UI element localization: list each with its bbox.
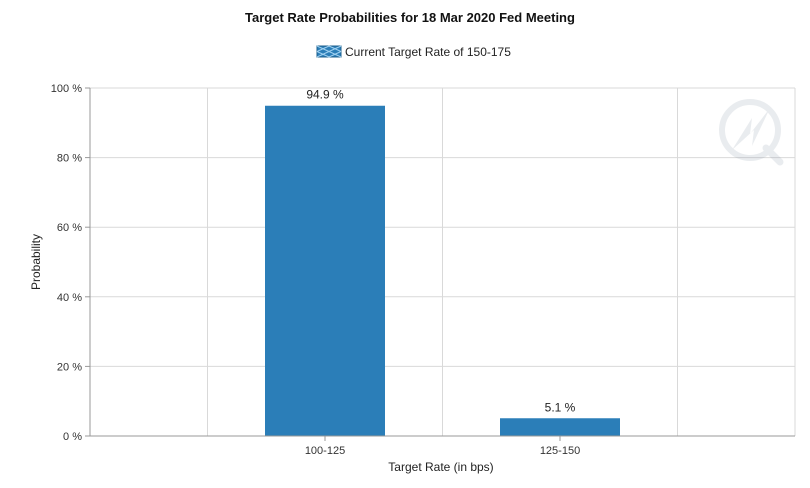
watermark-logo-icon <box>719 99 784 166</box>
y-tick-label: 0 % <box>63 431 82 443</box>
x-tick-label: 100-125 <box>305 445 345 457</box>
y-tick-label: 80 % <box>57 153 82 165</box>
bars: 94.9 % 5.1 % <box>265 88 620 437</box>
data-label: 94.9 % <box>306 88 344 102</box>
x-tick-label: 125-150 <box>540 445 580 457</box>
data-label: 5.1 % <box>545 400 576 414</box>
gridlines <box>89 87 796 437</box>
bar <box>500 418 620 436</box>
x-axis-label: Target Rate (in bps) <box>388 460 493 474</box>
y-tick-label: 20 % <box>57 361 82 373</box>
legend: Current Target Rate of 150-175 <box>316 45 511 59</box>
bar <box>265 105 385 437</box>
y-axis-label: Probability <box>29 234 43 290</box>
y-tick-label: 100 % <box>51 83 82 95</box>
y-tick-label: 60 % <box>57 222 82 234</box>
chart-title: Target Rate Probabilities for 18 Mar 202… <box>245 10 575 25</box>
legend-swatch-pattern <box>316 45 342 58</box>
ticks: 0 % 20 % 40 % 60 % 80 % 100 % 100-125 125-150 <box>51 83 795 457</box>
y-tick-label: 40 % <box>57 292 82 304</box>
legend-label: Current Target Rate of 150-175 <box>345 45 511 59</box>
